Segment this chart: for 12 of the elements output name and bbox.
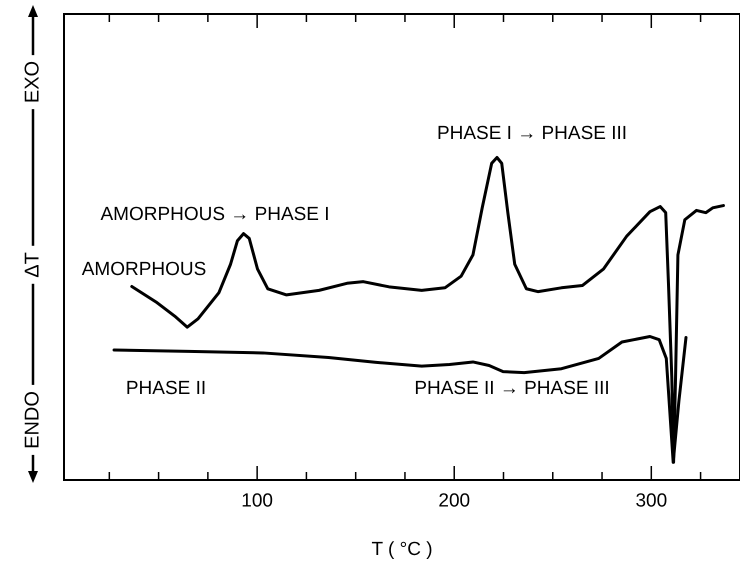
- annotation: AMORPHOUS → PHASE I: [100, 204, 330, 226]
- annotation: PHASE II → PHASE III: [414, 378, 610, 400]
- x-axis-title: T ( °C ): [371, 538, 433, 560]
- annotation: PHASE II: [126, 378, 206, 400]
- annotation: AMORPHOUS: [82, 259, 206, 281]
- x-tick-label: 200: [438, 490, 470, 512]
- x-tick-label: 100: [241, 490, 273, 512]
- x-tick-label: 300: [635, 490, 668, 512]
- text: PHASE I → PHASE III: [436, 123, 628, 145]
- text: ENDO: [22, 385, 44, 455]
- y-axis-title: ΔT: [22, 246, 44, 284]
- text: EXO: [22, 54, 44, 110]
